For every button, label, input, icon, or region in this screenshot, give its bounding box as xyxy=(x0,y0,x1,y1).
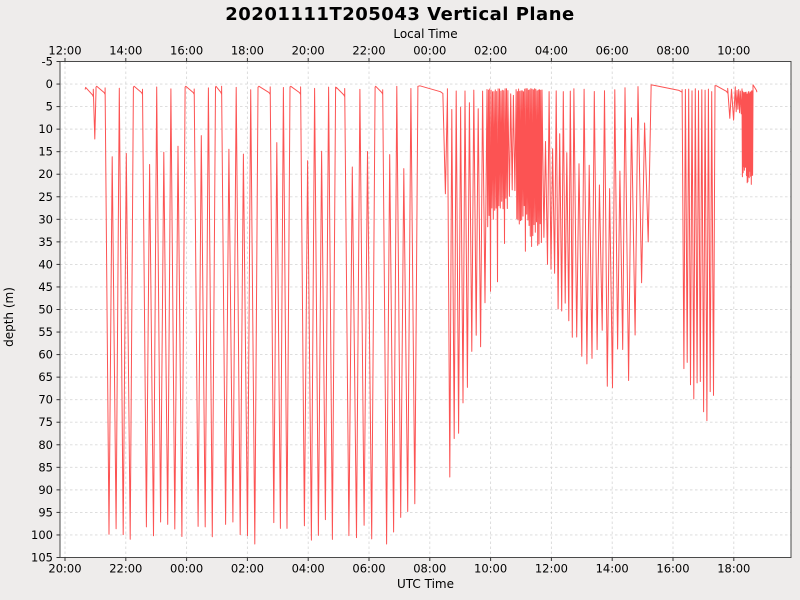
y-axis-label: depth (m) xyxy=(2,287,16,347)
y-tick-label: 25 xyxy=(38,190,53,204)
y-tick-label: 65 xyxy=(38,370,53,384)
x-tick-label-local: 20:00 xyxy=(292,44,325,58)
x-tick-label-local: 02:00 xyxy=(474,44,507,58)
x-tick-label-local: 16:00 xyxy=(170,44,203,58)
y-tick-label: 45 xyxy=(38,280,53,294)
y-tick-label: 40 xyxy=(38,257,53,271)
x-tick-label-utc: 18:00 xyxy=(717,562,750,576)
x-tick-label-utc: 22:00 xyxy=(109,562,142,576)
x-tick-label-utc: 14:00 xyxy=(596,562,629,576)
x-tick-label-utc: 04:00 xyxy=(292,562,325,576)
y-tick-label: 90 xyxy=(38,483,53,497)
x-tick-label-local: 10:00 xyxy=(717,44,750,58)
x-tick-label-local: 22:00 xyxy=(352,44,385,58)
y-tick-label: 105 xyxy=(31,551,53,565)
x-tick-label-utc: 10:00 xyxy=(474,562,507,576)
x-tick-label-utc: 02:00 xyxy=(231,562,264,576)
y-tick-label: -5 xyxy=(42,55,53,69)
x-tick-label-utc: 06:00 xyxy=(352,562,385,576)
y-tick-label: 5 xyxy=(46,100,53,114)
y-tick-label: 70 xyxy=(38,393,53,407)
y-tick-label: 55 xyxy=(38,325,53,339)
y-tick-label: 20 xyxy=(38,167,53,181)
y-tick-label: 50 xyxy=(38,303,53,317)
y-tick-label: 85 xyxy=(38,460,53,474)
x-tick-label-local: 06:00 xyxy=(596,44,629,58)
y-tick-label: 35 xyxy=(38,235,53,249)
x-tick-label-utc: 08:00 xyxy=(413,562,446,576)
y-tick-label: 80 xyxy=(38,438,53,452)
y-tick-label: 95 xyxy=(38,505,53,519)
x-tick-label-local: 12:00 xyxy=(48,44,81,58)
axis-tick-labels: 20:00 22:00 00:00 02:00 04:00 06:00 08:00 10:00… xyxy=(31,44,750,576)
y-tick-label: 10 xyxy=(38,122,53,136)
axis-ticks xyxy=(56,58,735,561)
x-tick-label-utc: 00:00 xyxy=(170,562,203,576)
chart-title: 20201111T205043 Vertical Plane xyxy=(225,4,575,25)
x-tick-label-local: 00:00 xyxy=(413,44,446,58)
bottom-axis-label: UTC Time xyxy=(397,577,454,591)
y-tick-label: 15 xyxy=(38,145,53,159)
x-tick-label-utc: 12:00 xyxy=(535,562,568,576)
x-tick-label-local: 04:00 xyxy=(535,44,568,58)
y-tick-label: 0 xyxy=(46,77,53,91)
x-tick-label-utc: 16:00 xyxy=(656,562,689,576)
x-tick-label-local: 14:00 xyxy=(109,44,142,58)
y-tick-label: 30 xyxy=(38,212,53,226)
top-axis-label: Local Time xyxy=(393,27,458,41)
y-tick-label: 60 xyxy=(38,348,53,362)
x-tick-label-utc: 20:00 xyxy=(48,562,81,576)
y-tick-label: 75 xyxy=(38,415,53,429)
x-tick-label-local: 18:00 xyxy=(231,44,264,58)
depth-series-line xyxy=(84,84,758,545)
x-tick-label-local: 08:00 xyxy=(656,44,689,58)
y-tick-label: 100 xyxy=(31,528,53,542)
